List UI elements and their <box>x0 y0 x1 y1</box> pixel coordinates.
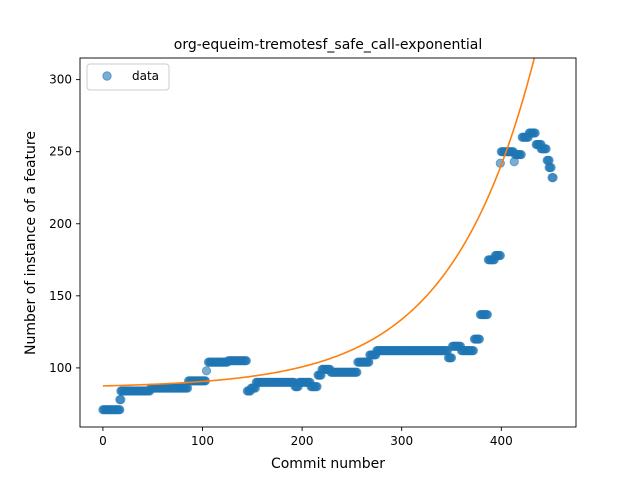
data-point <box>241 356 251 366</box>
x-tick-label: 0 <box>99 434 107 448</box>
y-axis-label: Number of instance of a feature <box>23 131 39 355</box>
data-point <box>312 382 322 392</box>
x-axis-label: Commit number <box>271 456 385 472</box>
data-point <box>516 149 526 160</box>
data-point <box>468 346 479 356</box>
data-point <box>548 173 558 183</box>
data-point <box>530 128 540 138</box>
legend-marker <box>102 71 112 81</box>
data-point <box>116 395 126 405</box>
data-point <box>482 309 492 320</box>
axes: 0 100 200 300 400 100 150 200 250 300 <box>49 57 577 448</box>
data-point <box>201 366 212 376</box>
x-tick-label: 300 <box>390 434 413 448</box>
legend: data <box>86 63 170 91</box>
y-tick-label: 100 <box>49 361 72 375</box>
data-series <box>98 128 558 415</box>
chart-title: org-equeim-tremotesf_safe_call-exponenti… <box>174 37 483 53</box>
legend-box <box>86 63 170 91</box>
legend-label: data <box>132 69 159 83</box>
plot-area <box>98 58 558 415</box>
y-tick-label: 200 <box>49 217 72 231</box>
data-point <box>352 367 362 377</box>
data-point <box>546 162 556 173</box>
axes-frame <box>79 57 577 428</box>
fit-line <box>102 58 536 387</box>
data-point <box>474 334 484 344</box>
y-tick-label: 300 <box>49 73 72 87</box>
y-tick-label: 150 <box>49 289 72 303</box>
y-tick-label: 250 <box>49 145 72 159</box>
x-tick-label: 100 <box>191 434 214 448</box>
data-point <box>495 250 505 261</box>
data-point <box>115 405 125 415</box>
data-point <box>541 144 551 154</box>
x-tick-label: 200 <box>291 434 314 448</box>
x-tick-label: 400 <box>490 434 513 448</box>
data-point <box>446 353 457 363</box>
